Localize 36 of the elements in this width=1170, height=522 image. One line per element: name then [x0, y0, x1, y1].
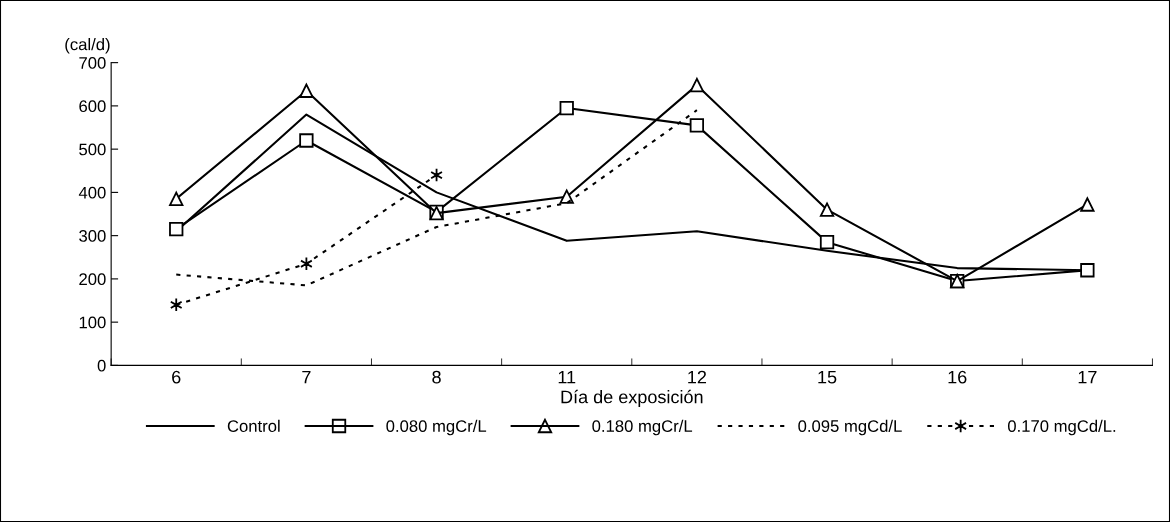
x-axis-title: Día de exposición: [561, 389, 703, 407]
legend-label: 0.080 mgCr/L: [386, 419, 487, 436]
y-tick-label: 300: [79, 230, 106, 242]
point: [819, 202, 835, 217]
point: [169, 222, 184, 237]
y-axis-title: (cal/d): [65, 38, 110, 54]
point: [169, 191, 184, 207]
point: [1080, 263, 1095, 278]
y-tick-label: 500: [79, 143, 106, 156]
x-tick-label: 17: [1078, 370, 1097, 384]
y-tick-label: 600: [79, 100, 106, 113]
point: [689, 118, 705, 133]
y-tick-label: 200: [79, 273, 106, 286]
legend-label: 0.170 mgCd/L.: [1007, 419, 1116, 436]
y-tick-label: 400: [78, 186, 106, 199]
x-tick-label: 16: [948, 370, 967, 384]
y-tick-label: 100: [79, 316, 106, 329]
point: [559, 100, 574, 116]
point: [819, 234, 835, 250]
point: [1080, 197, 1095, 212]
legend-label: Control: [227, 419, 280, 432]
x-tick-label: 11: [558, 370, 576, 384]
y-tick-label: 0: [97, 359, 106, 372]
y-tick-label: 700: [79, 57, 106, 69]
point: [169, 297, 183, 313]
legend-label: 0.095 mgCd/L: [798, 419, 902, 436]
x-tick-label: 7: [302, 370, 311, 384]
legend-label: 0.180 mgCr/L: [592, 419, 693, 436]
point: [299, 133, 314, 148]
point: [689, 77, 705, 93]
x-tick-label: 8: [432, 370, 441, 384]
x-tick-label: 12: [688, 370, 707, 384]
x-tick-label: 6: [172, 370, 181, 384]
point: [559, 189, 574, 204]
x-tick-label: 15: [818, 370, 837, 384]
point: [299, 83, 314, 98]
